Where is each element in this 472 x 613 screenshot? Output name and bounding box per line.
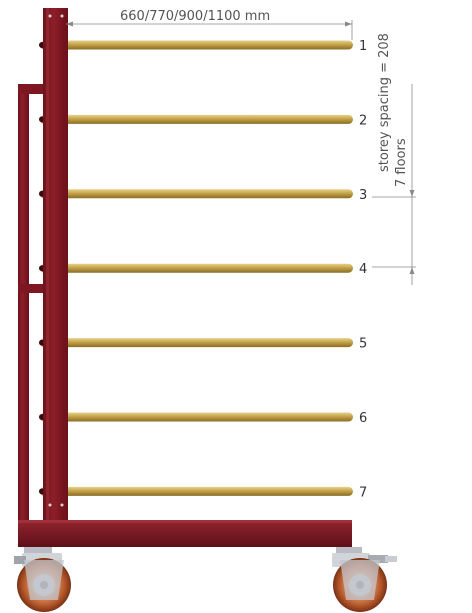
width-label: 660/770/900/1100 mm — [120, 9, 270, 24]
level-number-5: 5 — [359, 337, 367, 352]
rear-top-arm — [18, 84, 46, 94]
base-frame — [18, 520, 352, 547]
rear-mid-arm — [18, 284, 46, 293]
spacing-label: storey spacing = 208 — [377, 33, 392, 172]
floors-label: 7 floors — [394, 138, 409, 187]
caster-left — [14, 547, 71, 612]
rod-level-7 — [39, 486, 353, 496]
width-dimension: 660/770/900/1100 mm — [66, 9, 353, 40]
spacing-dimension: storey spacing = 208 7 floors — [372, 33, 416, 285]
rods — [39, 40, 353, 496]
level-number-6: 6 — [359, 411, 367, 426]
level-number-1: 1 — [359, 39, 367, 54]
rod-level-4 — [39, 263, 353, 273]
caster-right — [332, 547, 397, 612]
rear-post — [18, 84, 29, 524]
rod-level-3 — [39, 189, 353, 199]
main-post — [43, 8, 68, 524]
level-labels: 1 2 3 4 5 6 7 — [359, 39, 367, 500]
level-number-2: 2 — [359, 113, 367, 128]
rod-level-1 — [39, 40, 353, 50]
level-number-4: 4 — [359, 262, 367, 277]
rod-level-6 — [39, 412, 353, 422]
rear-frame — [18, 84, 46, 524]
level-number-3: 3 — [359, 188, 367, 203]
level-number-7: 7 — [359, 485, 367, 500]
rod-level-2 — [39, 114, 353, 124]
rod-level-5 — [39, 338, 353, 348]
